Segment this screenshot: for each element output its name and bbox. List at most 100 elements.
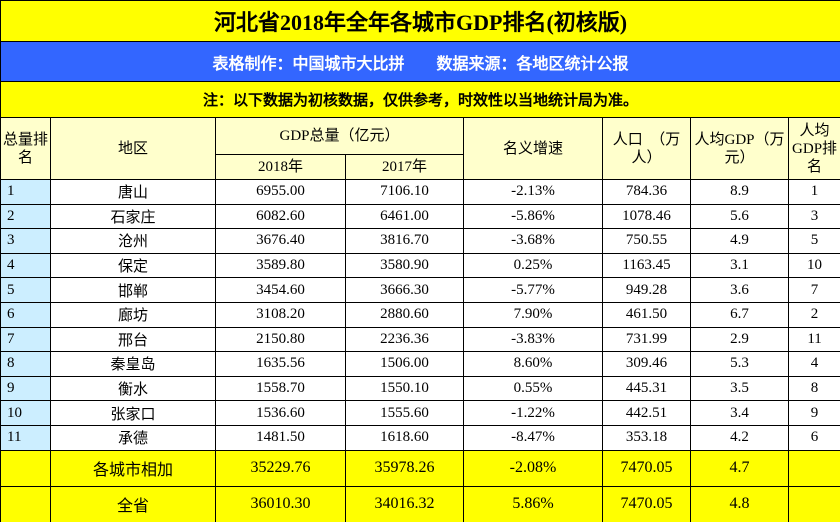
cell: 3.4 <box>690 400 789 426</box>
cell: 353.18 <box>602 424 691 451</box>
title-row: 河北省2018年全年各城市GDP排名(初核版) <box>0 0 840 42</box>
cell: 3454.60 <box>215 277 346 303</box>
cell: 2 <box>787 301 840 328</box>
cell: 1558.70 <box>215 375 346 402</box>
cell: 3816.70 <box>345 228 464 254</box>
cell: 7 <box>0 326 51 353</box>
header-cell: GDP总量（亿元） <box>215 117 464 155</box>
cell: 邯郸 <box>50 277 216 303</box>
cell <box>787 449 840 487</box>
cell: 沧州 <box>50 228 216 254</box>
cell: 10 <box>787 252 840 279</box>
cell: 4.7 <box>690 449 789 487</box>
summary-row: 各城市相加 35229.76 35978.26 -2.08% 7470.05 4.7 <box>0 449 840 487</box>
cell: 各城市相加 <box>50 449 216 487</box>
cell: -5.86% <box>463 203 603 230</box>
cell: 8 <box>787 375 840 402</box>
cell: 35229.76 <box>215 449 346 487</box>
cell: 3580.90 <box>345 252 464 279</box>
cell: 35978.26 <box>345 449 464 487</box>
cell: 3 <box>0 228 51 254</box>
note-row: 注：以下数据为初核数据，仅供参考，时效性以当地统计局为准。 <box>0 81 840 118</box>
cell <box>0 485 51 522</box>
data-row: 10 张家口 1536.60 1555.60 -1.22% 442.51 3.4 9 <box>0 400 840 426</box>
cell: 11 <box>787 326 840 353</box>
cell: 445.31 <box>602 375 691 402</box>
cell: 7106.10 <box>345 179 464 205</box>
cell: 5 <box>787 228 840 254</box>
data-row: 11 承德 1481.50 1618.60 -8.47% 353.18 4.2 6 <box>0 424 840 451</box>
cell: 2880.60 <box>345 301 464 328</box>
cell: 949.28 <box>602 277 691 303</box>
cell: 9 <box>787 400 840 426</box>
cell: 秦皇岛 <box>50 351 216 377</box>
cell: 2.9 <box>690 326 789 353</box>
header-row: 总量排名 地区 GDP总量（亿元） 名义增速 人口 （万人） 人均GDP（万元）… <box>0 117 840 180</box>
cell: 唐山 <box>50 179 216 205</box>
header-cell: 2018年 <box>215 154 346 180</box>
cell: 0.25% <box>463 252 603 279</box>
cell: 9 <box>0 375 51 402</box>
data-row: 9 衡水 1558.70 1550.10 0.55% 445.31 3.5 8 <box>0 375 840 402</box>
cell: 3.1 <box>690 252 789 279</box>
cell: 邢台 <box>50 326 216 353</box>
cell: 3 <box>787 203 840 230</box>
cell: 石家庄 <box>50 203 216 230</box>
cell: 11 <box>0 424 51 451</box>
cell: 3666.30 <box>345 277 464 303</box>
cell: 廊坊 <box>50 301 216 328</box>
header-cell: 地区 <box>50 117 216 180</box>
cell: 保定 <box>50 252 216 279</box>
cell: 5.6 <box>690 203 789 230</box>
cell: -1.22% <box>463 400 603 426</box>
cell: -8.47% <box>463 424 603 451</box>
cell: 全省 <box>50 485 216 522</box>
cell: 6082.60 <box>215 203 346 230</box>
cell: 张家口 <box>50 400 216 426</box>
title: 河北省2018年全年各城市GDP排名(初核版) <box>0 0 840 42</box>
data-row: 1 唐山 6955.00 7106.10 -2.13% 784.36 8.9 1 <box>0 179 840 205</box>
cell: 5.86% <box>463 485 603 522</box>
cell: 750.55 <box>602 228 691 254</box>
cell: 7 <box>787 277 840 303</box>
cell: 6 <box>0 301 51 328</box>
cell: 4 <box>787 351 840 377</box>
cell: -5.77% <box>463 277 603 303</box>
cell: 4.8 <box>690 485 789 522</box>
cell: 0.55% <box>463 375 603 402</box>
cell: -2.13% <box>463 179 603 205</box>
cell: -3.83% <box>463 326 603 353</box>
header-cell: 人口 （万人） <box>602 117 691 180</box>
cell: 784.36 <box>602 179 691 205</box>
cell: 1635.56 <box>215 351 346 377</box>
data-row: 8 秦皇岛 1635.56 1506.00 8.60% 309.46 5.3 4 <box>0 351 840 377</box>
cell: 1536.60 <box>215 400 346 426</box>
cell: 34016.32 <box>345 485 464 522</box>
data-row: 7 邢台 2150.80 2236.36 -3.83% 731.99 2.9 11 <box>0 326 840 353</box>
header-cell: 总量排名 <box>0 117 51 180</box>
cell: 4 <box>0 252 51 279</box>
cell: 731.99 <box>602 326 691 353</box>
credit: 表格制作：中国城市大比拼 数据来源：各地区统计公报 <box>0 41 840 82</box>
cell: 461.50 <box>602 301 691 328</box>
cell: 7470.05 <box>602 449 691 487</box>
cell: 3.6 <box>690 277 789 303</box>
header-cell: 2017年 <box>345 154 464 180</box>
cell: 8.9 <box>690 179 789 205</box>
data-row: 5 邯郸 3454.60 3666.30 -5.77% 949.28 3.6 7 <box>0 277 840 303</box>
data-row: 4 保定 3589.80 3580.90 0.25% 1163.45 3.1 10 <box>0 252 840 279</box>
cell: 6461.00 <box>345 203 464 230</box>
cell: 8 <box>0 351 51 377</box>
cell: 3589.80 <box>215 252 346 279</box>
cell: 2236.36 <box>345 326 464 353</box>
cell: 10 <box>0 400 51 426</box>
cell: 3676.40 <box>215 228 346 254</box>
cell: 5.3 <box>690 351 789 377</box>
cell: -3.68% <box>463 228 603 254</box>
data-row: 3 沧州 3676.40 3816.70 -3.68% 750.55 4.9 5 <box>0 228 840 254</box>
cell: 1163.45 <box>602 252 691 279</box>
cell: 7.90% <box>463 301 603 328</box>
cell: 1618.60 <box>345 424 464 451</box>
